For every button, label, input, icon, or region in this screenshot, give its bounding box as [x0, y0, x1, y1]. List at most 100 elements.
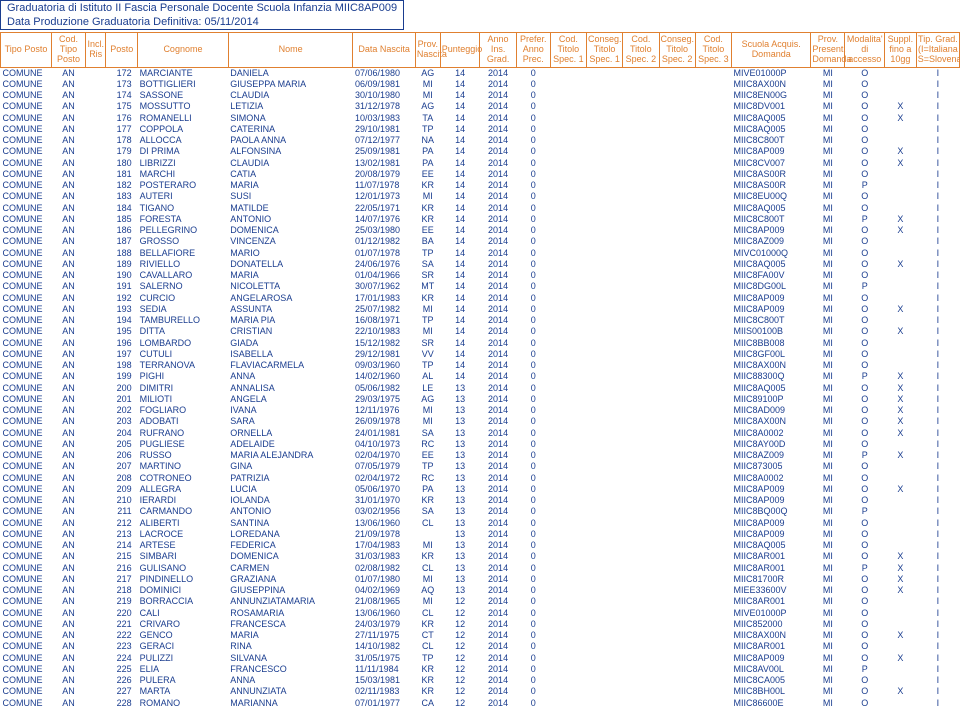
cell: 13: [440, 405, 480, 416]
cell: 2014: [480, 326, 516, 337]
cell: COMUNE: [1, 259, 52, 270]
cell: [623, 304, 659, 315]
cell: COMUNE: [1, 158, 52, 169]
cell: MIIC8CA005: [732, 675, 811, 686]
cell: [550, 551, 586, 562]
cell: MI: [811, 371, 845, 382]
cell: 14: [440, 101, 480, 112]
cell: 13/06/1960: [353, 608, 415, 619]
cell: [86, 439, 106, 450]
cell: [86, 281, 106, 292]
cell: COMUNE: [1, 180, 52, 191]
cell: 2014: [480, 90, 516, 101]
cell: 2014: [480, 360, 516, 371]
cell: O: [845, 529, 885, 540]
cell: PA: [415, 158, 440, 169]
cell: MI: [811, 101, 845, 112]
cell: 04/10/1973: [353, 439, 415, 450]
table-row: COMUNEAN188BELLAFIOREMARIO01/07/1978TP14…: [1, 248, 960, 259]
cell: [550, 135, 586, 146]
cell: 11/07/1978: [353, 180, 415, 191]
cell: I: [916, 225, 959, 236]
cell: [550, 664, 586, 675]
cell: ANGELA: [228, 394, 353, 405]
cell: P: [845, 371, 885, 382]
cell: [695, 664, 731, 675]
cell: LOREDANA: [228, 529, 353, 540]
cell: MI: [811, 124, 845, 135]
cell: RC: [415, 439, 440, 450]
cell: 14: [440, 191, 480, 202]
cell: X: [885, 225, 917, 236]
cell: I: [916, 281, 959, 292]
cell: MI: [811, 394, 845, 405]
cell: MIIC8AY00D: [732, 439, 811, 450]
cell: 14: [440, 124, 480, 135]
cell: O: [845, 293, 885, 304]
table-row: COMUNEAN179DI PRIMAALFONSINA25/09/1981PA…: [1, 146, 960, 157]
cell: [550, 495, 586, 506]
cell: 0: [516, 574, 550, 585]
cell: [695, 416, 731, 427]
table-row: COMUNEAN182POSTERAROMARIA11/07/1978KR142…: [1, 180, 960, 191]
table-row: COMUNEAN219BORRACCIAANNUNZIATAMARIA21/08…: [1, 596, 960, 607]
cell: [885, 473, 917, 484]
cell: TP: [415, 248, 440, 259]
cell: [623, 270, 659, 281]
cell: 210: [106, 495, 138, 506]
table-row: COMUNEAN207MARTINOGINA07/05/1979TP132014…: [1, 461, 960, 472]
cell: 2014: [480, 293, 516, 304]
cell: 2014: [480, 630, 516, 641]
cell: 31/05/1975: [353, 653, 415, 664]
cell: 2014: [480, 518, 516, 529]
cell: [659, 180, 695, 191]
cell: MI: [811, 349, 845, 360]
table-row: COMUNEAN200DIMITRIANNALISA05/06/1982LE13…: [1, 383, 960, 394]
cell: 0: [516, 338, 550, 349]
cell: 173: [106, 79, 138, 90]
cell: I: [916, 619, 959, 630]
cell: FORESTA: [138, 214, 229, 225]
cell: MIIC8AX00N: [732, 416, 811, 427]
cell: COMUNE: [1, 383, 52, 394]
cell: AN: [52, 90, 86, 101]
cell: 2014: [480, 383, 516, 394]
cell: [86, 686, 106, 697]
cell: O: [845, 495, 885, 506]
cell: [695, 191, 731, 202]
cell: I: [916, 304, 959, 315]
cell: [586, 495, 622, 506]
cell: AN: [52, 529, 86, 540]
cell: GRAZIANA: [228, 574, 353, 585]
h-prov-nascita: Prov. Nascita: [415, 33, 440, 68]
cell: X: [885, 653, 917, 664]
cell: 2014: [480, 338, 516, 349]
cell: CUTULI: [138, 349, 229, 360]
cell: COMUNE: [1, 293, 52, 304]
cell: [86, 315, 106, 326]
cell: 199: [106, 371, 138, 382]
cell: I: [916, 608, 959, 619]
cell: MI: [811, 630, 845, 641]
cell: COMUNE: [1, 675, 52, 686]
cell: 13/02/1981: [353, 158, 415, 169]
cell: [623, 236, 659, 247]
cell: MIVE01000P: [732, 67, 811, 79]
cell: 0: [516, 180, 550, 191]
cell: [659, 203, 695, 214]
h-nome: Nome: [228, 33, 353, 68]
cell: 0: [516, 79, 550, 90]
cell: X: [885, 686, 917, 697]
h-cns1: Conseg. Titolo Spec. 1: [586, 33, 622, 68]
cell: P: [845, 214, 885, 225]
cell: NICOLETTA: [228, 281, 353, 292]
cell: MIIC8AP009: [732, 146, 811, 157]
cell: [86, 596, 106, 607]
cell: 2014: [480, 146, 516, 157]
cell: MIIC8A0002: [732, 473, 811, 484]
cell: I: [916, 394, 959, 405]
cell: AN: [52, 203, 86, 214]
cell: AN: [52, 653, 86, 664]
cell: 0: [516, 225, 550, 236]
cell: FRANCESCA: [228, 619, 353, 630]
